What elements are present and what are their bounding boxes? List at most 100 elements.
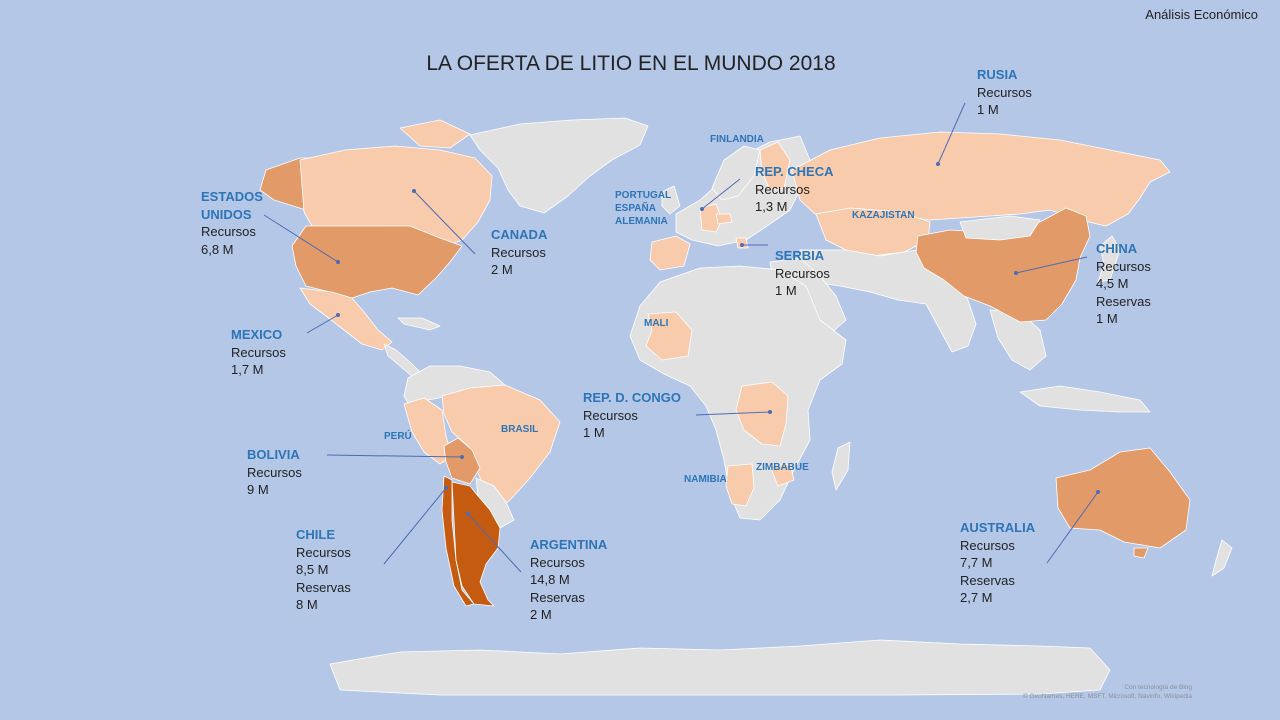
country-name: REP. CHECA: [755, 164, 834, 179]
finland-shape: [759, 141, 791, 191]
australia-shape: [1055, 447, 1191, 549]
label-finlandia: FINLANDIA: [710, 134, 764, 145]
resource-label: Recursos: [755, 181, 810, 197]
scandinavia-shape: [711, 145, 761, 201]
china-leader-line: [1015, 256, 1088, 274]
new-zealand-shape: [1211, 539, 1233, 577]
resource-value: 1,3 M: [755, 199, 788, 214]
corner-label: Análisis Económico: [1145, 7, 1258, 22]
country-name: ARGENTINA: [530, 537, 608, 552]
resource-value: 1 M: [977, 102, 999, 117]
czech-shape: [715, 213, 733, 225]
label-congo: REP. D. CONGO Recursos 1 M: [583, 389, 681, 442]
greenland-shape: [469, 117, 649, 214]
country-name: BOLIVIA: [247, 447, 300, 462]
caribbean-shape: [397, 317, 441, 331]
reserve-value: 8 M: [296, 597, 318, 612]
map-title: LA OFERTA DE LITIO EN EL MUNDO 2018: [426, 52, 836, 75]
reserve-label: Reservas: [960, 572, 1015, 588]
leader-lines: [263, 102, 1099, 573]
label-serbia: SERBIA Recursos 1 M: [775, 247, 830, 300]
country-name: CANADA: [491, 227, 548, 242]
resource-value: 8,5 M: [296, 562, 329, 577]
checa-leader-line: [701, 178, 741, 210]
antarctica-shape: [329, 639, 1111, 696]
argentina-leader-line: [467, 513, 522, 573]
resource-label: Recursos: [201, 224, 256, 239]
resource-value: 6,8 M: [201, 241, 234, 257]
label-australia: AUSTRALIA Recursos 7,7 M Reservas 2,7 M: [960, 519, 1035, 607]
bolivia-leader-line: [326, 454, 463, 458]
label-alemania: ALEMANIA: [615, 216, 668, 227]
label-china: CHINA Recursos 4,5 M Reservas 1 M: [1096, 240, 1151, 328]
reserve-label: Reservas: [296, 579, 351, 595]
anchor-dots: [336, 162, 1100, 516]
resource-label: Recursos: [960, 537, 1015, 553]
mongolia-shape: [959, 215, 1041, 241]
label-europe-group: PORTUGAL ESPAÑA ALEMANIA: [615, 189, 671, 228]
namibia-shape: [725, 463, 755, 507]
country-name: CHINA: [1096, 241, 1138, 256]
zimbabwe-shape: [769, 463, 795, 487]
mali-shape: [645, 311, 693, 361]
resource-label: Recursos: [583, 407, 638, 423]
japan-shape: [1097, 235, 1121, 283]
indonesia-shape: [1019, 385, 1151, 413]
congo-leader-line: [695, 411, 771, 416]
label-bolivia: BOLIVIA Recursos 9 M: [247, 446, 302, 499]
mexico-leader-line: [306, 314, 339, 334]
country-name: RUSIA: [977, 67, 1018, 82]
resource-value: 7,7 M: [960, 555, 993, 570]
usa-shape: [291, 225, 463, 299]
attribution-line-2: © GeoNames, HERE, MSFT, Microsoft, Navin…: [1022, 693, 1192, 700]
argentina-shape: [451, 481, 501, 607]
country-name: CHILE: [296, 527, 335, 542]
resource-label: Recursos: [296, 544, 351, 560]
reserve-label: Reservas: [1096, 293, 1151, 309]
label-argentina: ARGENTINA Recursos 14,8 M Reservas 2 M: [530, 536, 607, 624]
reserve-value: 1 M: [1096, 311, 1118, 326]
label-kazajistan: KAZAJISTAN: [852, 210, 915, 221]
resource-value: 1,7 M: [231, 362, 264, 377]
label-mexico: MEXICO Recursos 1,7 M: [231, 326, 286, 379]
reserve-label: Reservas: [530, 589, 585, 605]
map-attribution: Con tecnología de Bing © GeoNames, HERE,…: [1023, 683, 1192, 701]
bolivia-shape: [443, 437, 481, 485]
label-espana: ESPAÑA: [615, 203, 656, 214]
resource-label: Recursos: [231, 344, 286, 360]
germany-shape: [699, 203, 723, 233]
drc-shape: [735, 381, 789, 447]
label-peru: PERÚ: [384, 431, 412, 442]
label-chile: CHILE Recursos 8,5 M Reservas 8 M: [296, 526, 351, 614]
label-eeuu: ESTADOS UNIDOS Recursos 6,8 M: [201, 188, 271, 258]
label-brasil: BRASIL: [501, 424, 539, 435]
label-canada: CANADA Recursos 2 M: [491, 226, 547, 279]
country-name: SERBIA: [775, 248, 825, 263]
brazil-shape: [441, 384, 561, 513]
arctic-islands-shape: [399, 119, 471, 149]
canada-leader-line: [413, 190, 476, 255]
label-zimbabue: ZIMBABUE: [756, 462, 809, 473]
madagascar-shape: [831, 441, 851, 491]
label-checa: REP. CHECA Recursos 1,3 M: [755, 163, 834, 216]
country-name: MEXICO: [231, 327, 283, 342]
resource-value: 14,8 M: [530, 572, 570, 587]
resource-value: 1 M: [583, 425, 605, 440]
label-mali: MALI: [644, 318, 669, 329]
resource-value: 4,5 M: [1096, 276, 1129, 291]
resource-value: 1 M: [775, 283, 797, 298]
attribution-line-1: Con tecnología de Bing: [1124, 684, 1192, 691]
country-name: AUSTRALIA: [960, 520, 1036, 535]
resource-label: Recursos: [977, 84, 1032, 100]
resource-value: 9 M: [247, 482, 269, 497]
resource-label: Recursos: [775, 265, 830, 281]
label-portugal: PORTUGAL: [615, 190, 672, 201]
australia-leader-line: [1046, 491, 1099, 564]
resource-value: 2 M: [491, 262, 513, 277]
label-namibia: NAMIBIA: [684, 474, 727, 485]
resource-label: Recursos: [491, 244, 546, 260]
uk-shape: [661, 185, 681, 215]
rusia-leader-line: [937, 102, 966, 165]
resource-label: Recursos: [530, 554, 585, 570]
